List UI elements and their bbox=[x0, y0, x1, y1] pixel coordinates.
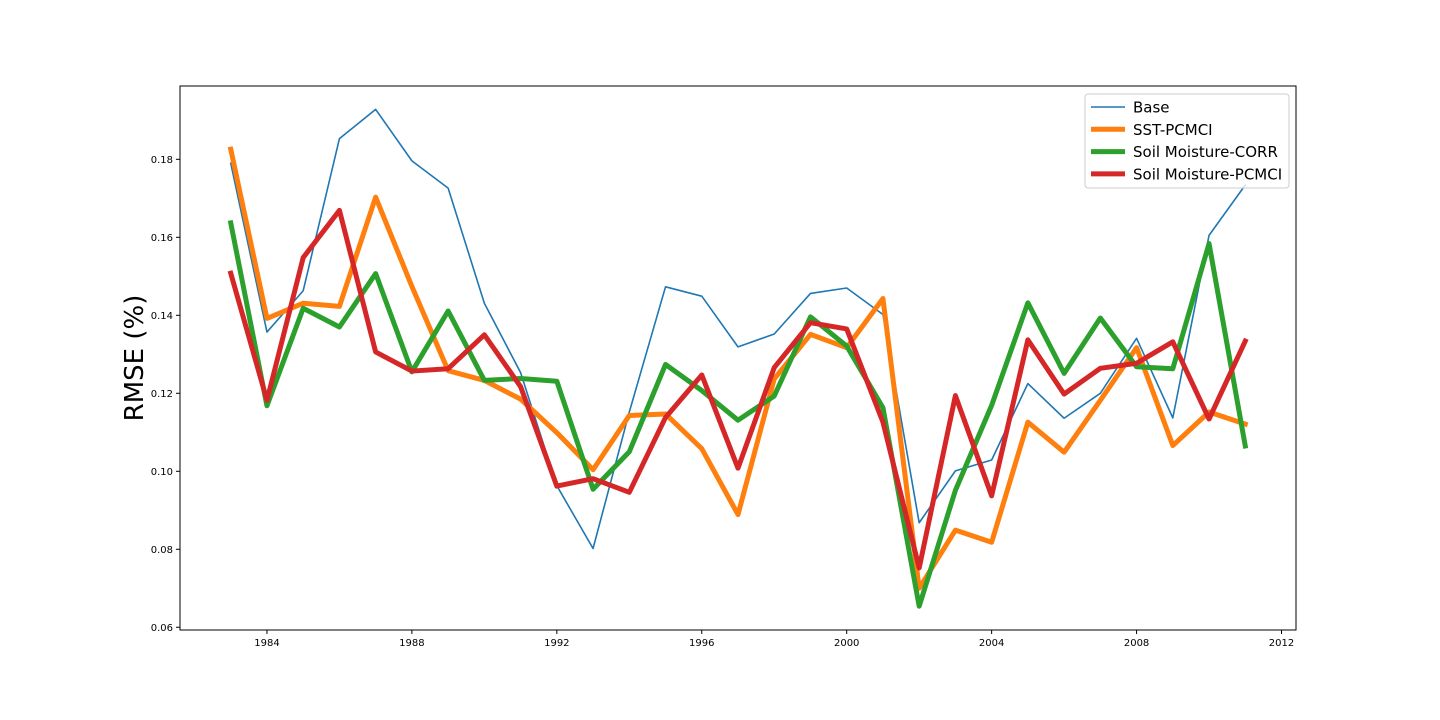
y-axis: 0.06 0.08 0.10 0.12 0.14 0.16 0.18 bbox=[151, 155, 180, 634]
y-tick-label: 0.10 bbox=[151, 467, 173, 478]
series-line-3 bbox=[227, 207, 1249, 571]
series-line-0 bbox=[229, 108, 1247, 550]
y-tick-label: 0.14 bbox=[151, 311, 173, 322]
axes-frame bbox=[179, 85, 1297, 631]
y-tick-label: 0.12 bbox=[151, 389, 173, 400]
x-tick-label: 1984 bbox=[254, 638, 279, 649]
x-tick-label: 1988 bbox=[399, 638, 424, 649]
x-axis: 1984 1988 1992 1996 2000 2004 2008 2012 bbox=[254, 630, 1294, 649]
y-axis-label: RMSE (%) bbox=[120, 295, 150, 422]
legend-label-3: Soil Moisture-PCMCI bbox=[1133, 165, 1282, 183]
legend-box bbox=[1084, 93, 1290, 189]
y-tick-label: 0.18 bbox=[151, 155, 173, 166]
x-tick-label: 2012 bbox=[1269, 638, 1294, 649]
legend-label-1: SST-PCMCI bbox=[1133, 121, 1213, 139]
legend-label-0: Base bbox=[1133, 99, 1170, 117]
x-tick-label: 1992 bbox=[544, 638, 569, 649]
y-tick-label: 0.06 bbox=[151, 623, 173, 634]
x-tick-label: 2000 bbox=[834, 638, 859, 649]
x-tick-label: 2008 bbox=[1124, 638, 1149, 649]
x-tick-label: 2004 bbox=[979, 638, 1004, 649]
y-tick-label: 0.08 bbox=[151, 545, 173, 556]
y-tick-label: 0.16 bbox=[151, 233, 173, 244]
legend: Base SST-PCMCI Soil Moisture-CORR Soil Mois… bbox=[1084, 93, 1290, 189]
series-line-1 bbox=[227, 146, 1249, 591]
series-layer bbox=[227, 108, 1249, 609]
legend-label-2: Soil Moisture-CORR bbox=[1133, 143, 1278, 161]
series-line-2 bbox=[227, 219, 1249, 609]
x-tick-label: 1996 bbox=[689, 638, 714, 649]
